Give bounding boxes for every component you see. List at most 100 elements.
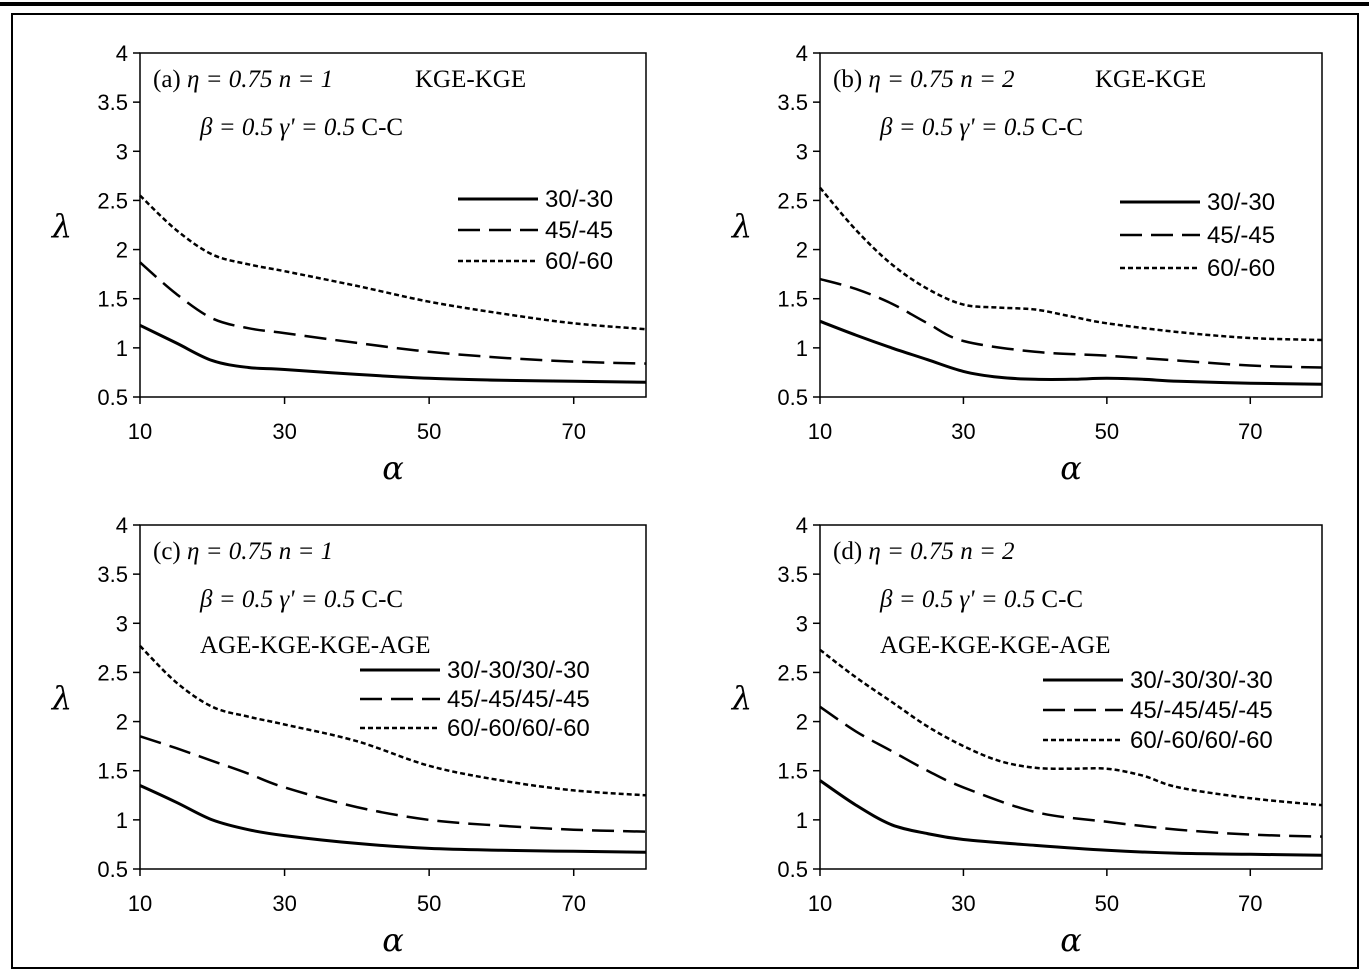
- y-tick-label: 2.5: [97, 188, 128, 213]
- panel-scheme-label: AGE-KGE-KGE-AGE: [200, 632, 431, 659]
- panel-annotation-line1: (c) η = 0.75 n = 1: [153, 538, 333, 565]
- legend-label: 45/-45/45/-45: [447, 686, 590, 713]
- legend-label: 30/-30/30/-30: [1130, 667, 1273, 694]
- y-tick-label: 0.5: [777, 385, 808, 410]
- annotation-part: (c): [153, 538, 187, 565]
- annotation-part: β = 0.5: [879, 114, 959, 141]
- y-tick-label: 1: [796, 808, 808, 833]
- y-tick-label: 2: [116, 710, 128, 735]
- y-tick-label: 1.5: [777, 287, 808, 312]
- annotation-part: γ' = 0.5: [279, 114, 361, 141]
- y-axis-label: λ: [730, 207, 752, 245]
- series-line: [139, 784, 647, 854]
- annotation-part: γ' = 0.5: [279, 586, 361, 613]
- annotation-part: n = 1: [279, 538, 333, 565]
- annotation-part: (a): [153, 66, 187, 93]
- series-line: [139, 323, 647, 384]
- panel-annotation-line1: (b) η = 0.75 n = 2: [833, 66, 1015, 93]
- series-line: [819, 779, 1323, 857]
- annotation-part: η = 0.75: [868, 538, 960, 565]
- y-tick-label: 1: [116, 336, 128, 361]
- x-tick-label: 50: [1095, 419, 1119, 444]
- panel-annotation-line2: β = 0.5 γ' = 0.5 C-C: [879, 114, 1083, 141]
- legend-label: 60/-60/60/-60: [1130, 727, 1273, 754]
- y-tick-label: 0.5: [777, 857, 808, 882]
- annotation-part: β = 0.5: [199, 114, 279, 141]
- annotation-part: γ' = 0.5: [959, 586, 1041, 613]
- x-tick-label: 10: [808, 891, 832, 916]
- series-line: [139, 194, 647, 331]
- legend-label: 45/-45: [1207, 222, 1275, 249]
- series-line: [819, 277, 1323, 369]
- annotation-part: η = 0.75: [187, 538, 279, 565]
- y-tick-label: 3.5: [777, 90, 808, 115]
- series-line: [819, 319, 1323, 386]
- annotation-part: (d): [833, 538, 868, 565]
- chart-panel: 0.5 1 1.5 2 2.5 3 3.5 4 10 30 50 70 α λ (d) η = 0.75 n…: [730, 513, 1323, 959]
- y-tick-label: 2: [116, 238, 128, 263]
- y-tick-label: 2.5: [97, 660, 128, 685]
- legend-label: 45/-45: [545, 217, 613, 244]
- figure-border: [11, 13, 1359, 969]
- panel-tag: KGE-KGE: [1095, 66, 1206, 93]
- plot-area-frame: [819, 524, 1323, 870]
- y-tick-label: 3.5: [777, 562, 808, 587]
- annotation-part: η = 0.75: [868, 66, 960, 93]
- y-axis-label: λ: [730, 679, 752, 717]
- y-tick-label: 1.5: [777, 759, 808, 784]
- plot-area-frame: [139, 524, 647, 870]
- panel-tag: KGE-KGE: [415, 66, 526, 93]
- plot-area-frame: [139, 52, 647, 398]
- x-tick-label: 30: [951, 891, 975, 916]
- x-tick-label: 50: [417, 891, 441, 916]
- panel-scheme-label: AGE-KGE-KGE-AGE: [880, 632, 1111, 659]
- x-tick-label: 70: [561, 419, 585, 444]
- y-tick-label: 1.5: [97, 287, 128, 312]
- x-tick-label: 50: [417, 419, 441, 444]
- y-tick-label: 3: [116, 611, 128, 636]
- x-tick-label: 50: [1095, 891, 1119, 916]
- annotation-part: (b): [833, 66, 868, 93]
- y-tick-label: 2.5: [777, 188, 808, 213]
- legend-label: 60/-60: [545, 248, 613, 275]
- annotation-part: n = 1: [279, 66, 333, 93]
- y-tick-label: 4: [116, 513, 128, 538]
- chart-panel: 0.5 1 1.5 2 2.5 3 3.5 4 10 30 50 70 α λ (a) η = 0.75 n…: [50, 41, 647, 487]
- x-tick-label: 70: [1238, 891, 1262, 916]
- legend-label: 60/-60/60/-60: [447, 715, 590, 742]
- x-axis-label: α: [382, 449, 404, 487]
- x-tick-label: 10: [128, 419, 152, 444]
- y-tick-label: 3: [796, 611, 808, 636]
- x-tick-label: 30: [951, 419, 975, 444]
- legend-label: 30/-30: [545, 186, 613, 213]
- panel-annotation-line1: (d) η = 0.75 n = 2: [833, 538, 1015, 565]
- y-tick-label: 0.5: [97, 857, 128, 882]
- annotation-part: β = 0.5: [879, 586, 959, 613]
- annotation-part: C-C: [1041, 586, 1083, 613]
- y-tick-label: 1: [796, 336, 808, 361]
- panel-annotation-line2: β = 0.5 γ' = 0.5 C-C: [199, 586, 403, 613]
- series-line: [139, 645, 647, 797]
- annotation-part: γ' = 0.5: [959, 114, 1041, 141]
- y-tick-label: 1.5: [97, 759, 128, 784]
- x-tick-label: 70: [561, 891, 585, 916]
- annotation-part: η = 0.75: [187, 66, 279, 93]
- y-tick-label: 1: [116, 808, 128, 833]
- series-line: [139, 735, 647, 833]
- x-tick-label: 70: [1238, 419, 1262, 444]
- y-tick-label: 4: [796, 41, 808, 66]
- x-axis-label: α: [382, 921, 404, 959]
- panel-annotation-line1: (a) η = 0.75 n = 1: [153, 66, 333, 93]
- y-tick-label: 2: [796, 710, 808, 735]
- y-axis-label: λ: [50, 679, 72, 717]
- plot-area-frame: [819, 52, 1323, 398]
- legend-label: 45/-45/45/-45: [1130, 697, 1273, 724]
- annotation-part: C-C: [361, 114, 403, 141]
- x-tick-label: 10: [808, 419, 832, 444]
- annotation-part: C-C: [1041, 114, 1083, 141]
- series-line: [819, 186, 1323, 342]
- x-axis-label: α: [1060, 449, 1082, 487]
